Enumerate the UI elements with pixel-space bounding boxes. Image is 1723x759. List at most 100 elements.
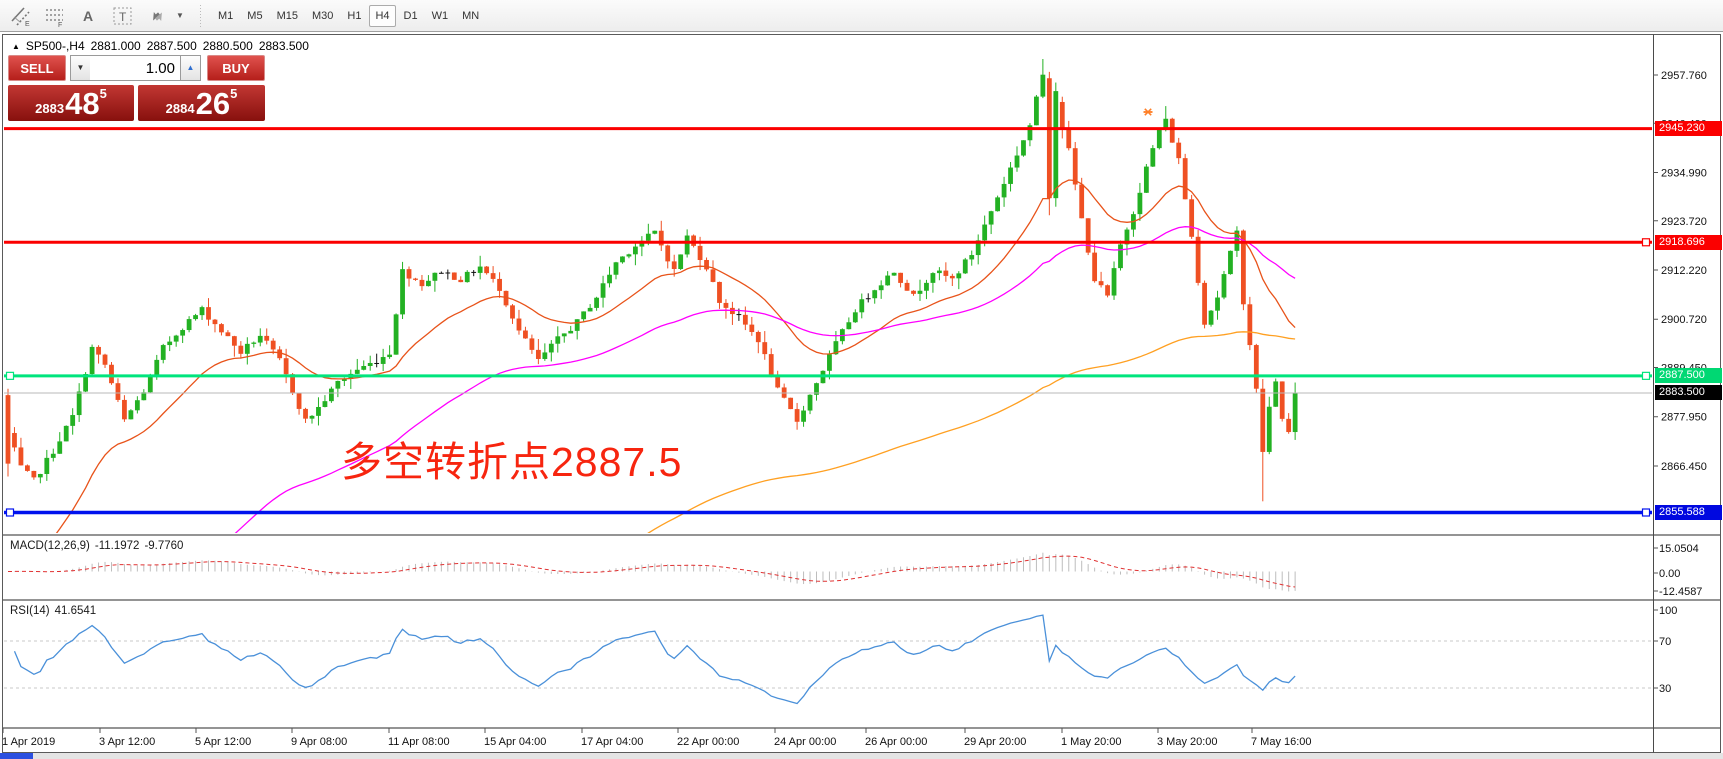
panel-separator xyxy=(3,599,1720,601)
sell-price-sup: 5 xyxy=(99,86,107,101)
buy-price-button[interactable]: 2884 26 5 xyxy=(138,85,265,121)
sell-price-small: 2883 xyxy=(35,101,65,116)
price-tick-label: 2923.720 xyxy=(1661,216,1707,228)
toolbar-separator xyxy=(198,4,203,27)
macd-name: MACD(12,26,9) xyxy=(10,540,90,552)
timeframe-m15-button[interactable]: M15 xyxy=(271,5,304,27)
price-tick-label: 2877.950 xyxy=(1661,412,1707,424)
date-axis-label: 3 Apr 12:00 xyxy=(99,736,155,748)
price-tag-resistance-2918: 2918.696 xyxy=(1655,234,1722,250)
svg-text:T: T xyxy=(119,10,127,24)
panel-separator xyxy=(3,534,1720,536)
macd-label: MACD(12,26,9) -11.1972 -9.7760 xyxy=(10,540,188,552)
price-tick-label: 2934.990 xyxy=(1661,168,1707,180)
ma-fast-line xyxy=(55,179,1296,533)
timeframe-d1-button[interactable]: D1 xyxy=(398,5,424,27)
date-axis-label: 15 Apr 04:00 xyxy=(484,736,546,748)
date-axis-label: 22 Apr 00:00 xyxy=(677,736,739,748)
collapse-arrow-icon[interactable]: ▲ xyxy=(12,42,20,51)
indicator-axis-label: -12.4587 xyxy=(1659,586,1702,598)
date-axis-label: 7 May 16:00 xyxy=(1251,736,1312,748)
macd-layer xyxy=(7,552,1296,592)
fibonacci-retracement-icon[interactable]: F xyxy=(40,4,70,28)
hline-handle xyxy=(5,508,15,517)
svg-text:E: E xyxy=(25,21,30,27)
annotation-text: 多空转折点2887.5 xyxy=(341,439,683,485)
dropdown-caret-icon[interactable]: ▼ xyxy=(176,11,184,20)
date-axis-label: 26 Apr 00:00 xyxy=(865,736,927,748)
rsi-label: RSI(14) 41.6541 xyxy=(10,605,101,617)
price-tick-label: 2912.220 xyxy=(1661,265,1707,277)
price-tick-label: 2957.760 xyxy=(1661,70,1707,82)
volume-decrement-button[interactable]: ▼ xyxy=(70,55,91,81)
price-tag-support-2855: 2855.588 xyxy=(1655,505,1722,520)
indicator-axis-label: 100 xyxy=(1659,605,1677,617)
timeframe-h1-button[interactable]: H1 xyxy=(341,5,367,27)
svg-text:F: F xyxy=(58,22,62,27)
hline-handle xyxy=(1641,371,1651,380)
macd-value-main: -11.1972 xyxy=(94,540,140,552)
ma-mid-line xyxy=(234,226,1296,533)
sell-price-big: 48 xyxy=(65,86,100,121)
text-icon[interactable]: A xyxy=(74,4,104,28)
sell-button[interactable]: SELL xyxy=(8,55,66,81)
statusbar-fragment xyxy=(0,753,33,759)
price-tag-current-price: 2883.500 xyxy=(1655,385,1722,401)
price-tag-resistance-2945: 2945.230 xyxy=(1655,121,1722,137)
chart-title: ▲ SP500-,H4 2881.000 2887.500 2880.500 2883.5… xyxy=(12,39,315,53)
macd-signal-line xyxy=(7,555,1296,588)
timeframe-m1-button[interactable]: M1 xyxy=(212,5,239,27)
text-label-icon[interactable]: T xyxy=(108,4,138,28)
indicator-axis-label: 15.0504 xyxy=(1659,543,1699,555)
date-axis-label: 5 Apr 12:00 xyxy=(195,736,251,748)
indicator-axis-label: 70 xyxy=(1659,636,1671,648)
toolbar: E F A T ▼ xyxy=(0,0,1723,32)
rsi-value: 41.6541 xyxy=(54,605,97,617)
one-click-trade-widget: SELL ▼ ▲ BUY 2883 48 5 2884 26 5 xyxy=(8,55,265,121)
date-axis-label: 24 Apr 00:00 xyxy=(774,736,836,748)
date-axis-label: 17 Apr 04:00 xyxy=(581,736,643,748)
bottom-strip xyxy=(0,753,1723,759)
date-axis-label: 9 Apr 08:00 xyxy=(291,736,347,748)
ohlc-open: 2881.000 xyxy=(90,39,141,53)
hline-handle xyxy=(5,371,15,380)
sell-price-button[interactable]: 2883 48 5 xyxy=(8,85,134,121)
panel-separator xyxy=(3,727,1720,729)
ohlc-high: 2887.500 xyxy=(146,39,197,53)
date-axis-label: 29 Apr 20:00 xyxy=(964,736,1026,748)
price-tag-pivot-2887: 2887.500 xyxy=(1655,368,1722,384)
ohlc-low: 2880.500 xyxy=(202,39,253,53)
buy-price-small: 2884 xyxy=(165,101,195,116)
date-axis-label: 3 May 20:00 xyxy=(1157,736,1218,748)
volume-increment-button[interactable]: ▲ xyxy=(180,55,201,81)
arrows-icon[interactable] xyxy=(142,4,172,28)
price-tick-label: 2900.720 xyxy=(1661,314,1707,326)
candles-layer xyxy=(5,58,1298,502)
timeframe-m5-button[interactable]: M5 xyxy=(241,5,268,27)
date-axis-label: 1 May 20:00 xyxy=(1061,736,1122,748)
timeframe-h4-button[interactable]: H4 xyxy=(369,4,396,27)
indicator-axis-label: 30 xyxy=(1659,683,1671,695)
timeframe-w1-button[interactable]: W1 xyxy=(426,5,455,27)
buy-price-sup: 5 xyxy=(230,86,238,101)
date-axis-label: 1 Apr 2019 xyxy=(2,736,55,748)
date-axis-label: 11 Apr 08:00 xyxy=(388,736,450,748)
ohlc-close: 2883.500 xyxy=(258,39,309,53)
volume-input[interactable] xyxy=(90,55,181,81)
price-tick-label: 2866.450 xyxy=(1661,461,1707,473)
timeframe-m30-button[interactable]: M30 xyxy=(306,5,339,27)
symbol-period: SP500-,H4 xyxy=(25,39,85,53)
timeframe-mn-button[interactable]: MN xyxy=(456,5,485,27)
rsi-name: RSI(14) xyxy=(10,605,50,617)
trade-controls-row: SELL ▼ ▲ BUY xyxy=(8,55,265,81)
buy-price-big: 26 xyxy=(195,86,231,121)
indicator-axis-label: 0.00 xyxy=(1659,568,1680,580)
macd-value-signal: -9.7760 xyxy=(144,540,184,552)
equidistant-channel-icon[interactable]: E xyxy=(6,4,36,28)
buy-button[interactable]: BUY xyxy=(207,55,265,81)
svg-text:A: A xyxy=(83,8,93,24)
rsi-line xyxy=(13,614,1296,705)
